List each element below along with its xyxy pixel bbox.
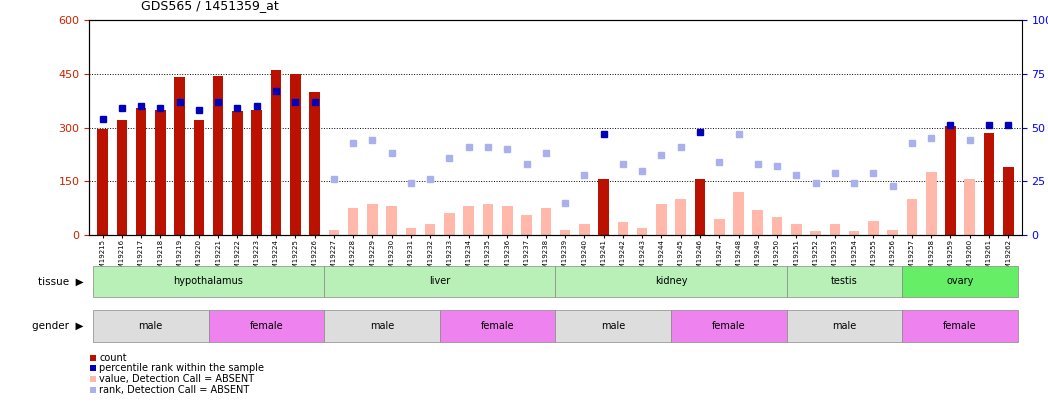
Bar (367, 205, 377, 235)
Text: percentile rank within the sample: percentile rank within the sample (100, 363, 264, 373)
Bar (695, 179, 705, 235)
Bar (440, 311, 555, 341)
Text: kidney: kidney (655, 277, 687, 286)
Bar (521, 215, 531, 235)
Bar (849, 231, 859, 235)
Bar (671, 311, 787, 341)
Bar (907, 199, 917, 235)
Bar (714, 219, 724, 235)
Text: female: female (481, 321, 515, 331)
Text: female: female (712, 321, 746, 331)
Bar (787, 311, 902, 341)
Bar (97, 129, 108, 235)
Bar (116, 120, 127, 235)
Text: male: male (832, 321, 856, 331)
Bar (309, 92, 320, 235)
Bar (560, 230, 570, 235)
Bar (926, 172, 937, 235)
Bar (984, 133, 995, 235)
Bar (136, 108, 147, 235)
Bar (406, 228, 416, 235)
Text: value, Detection Call = ABSENT: value, Detection Call = ABSENT (100, 374, 255, 384)
Text: male: male (138, 321, 162, 331)
Bar (1003, 167, 1013, 235)
Text: ovary: ovary (946, 277, 974, 286)
Bar (868, 221, 878, 235)
Text: rank, Detection Call = ABSENT: rank, Detection Call = ABSENT (100, 385, 249, 395)
Bar (771, 217, 783, 235)
Bar (810, 231, 821, 235)
Bar (945, 126, 956, 235)
Bar (541, 208, 551, 235)
Text: male: male (602, 321, 626, 331)
Text: gender  ▶: gender ▶ (32, 321, 84, 331)
Bar (580, 224, 590, 235)
Bar (290, 74, 301, 235)
Bar (155, 110, 166, 235)
Text: male: male (370, 321, 394, 331)
Text: tissue  ▶: tissue ▶ (38, 277, 84, 286)
Bar (617, 222, 628, 235)
Bar (194, 120, 204, 235)
Bar (675, 199, 686, 235)
Bar (502, 206, 512, 235)
Bar (328, 230, 340, 235)
Bar (174, 77, 184, 235)
Bar (555, 266, 787, 297)
Bar (93, 266, 324, 297)
Text: liver: liver (430, 277, 451, 286)
Text: female: female (943, 321, 977, 331)
Bar (424, 224, 436, 235)
Bar (656, 205, 667, 235)
Bar (444, 213, 455, 235)
Bar (791, 224, 802, 235)
Bar (902, 266, 1018, 297)
Bar (252, 110, 262, 235)
Bar (598, 179, 609, 235)
Bar (734, 192, 744, 235)
Text: hypothalamus: hypothalamus (174, 277, 243, 286)
Bar (888, 230, 898, 235)
Bar (209, 311, 324, 341)
Bar (637, 228, 648, 235)
Bar (555, 311, 671, 341)
Bar (387, 206, 397, 235)
Bar (270, 70, 281, 235)
Bar (830, 224, 840, 235)
Bar (964, 179, 975, 235)
Text: GDS565 / 1451359_at: GDS565 / 1451359_at (141, 0, 279, 12)
Bar (752, 210, 763, 235)
Text: female: female (249, 321, 283, 331)
Bar (483, 205, 494, 235)
Bar (463, 206, 474, 235)
Text: testis: testis (831, 277, 858, 286)
Bar (233, 111, 243, 235)
Bar (93, 311, 209, 341)
Text: count: count (100, 353, 127, 363)
Bar (902, 311, 1018, 341)
Bar (324, 266, 555, 297)
Bar (213, 76, 223, 235)
Bar (348, 208, 358, 235)
Bar (787, 266, 902, 297)
Bar (324, 311, 440, 341)
